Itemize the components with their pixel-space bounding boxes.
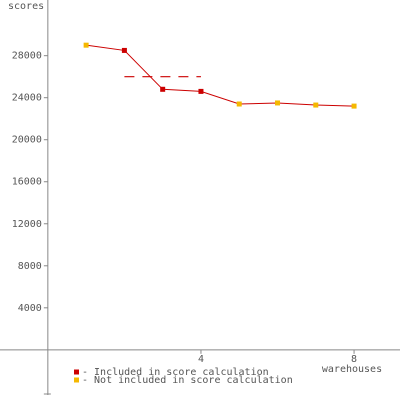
y-axis-label: scores [8, 1, 44, 12]
series-line [86, 44, 355, 107]
data-point [83, 42, 89, 48]
y-tick-label: 8000 [18, 261, 42, 272]
data-point [351, 103, 357, 109]
legend-label: - Not included in score calculation [82, 375, 293, 386]
data-point [275, 100, 281, 106]
data-point [313, 102, 319, 108]
x-tick-label: 4 [198, 354, 204, 365]
legend-swatch [74, 377, 79, 383]
data-point [121, 47, 127, 53]
data-point [236, 101, 242, 107]
data-point [160, 86, 166, 92]
y-tick-label: 28000 [12, 51, 42, 62]
x-tick-label: 8 [351, 354, 357, 365]
y-tick-label: 24000 [12, 93, 42, 104]
y-tick-label: 4000 [18, 303, 42, 314]
y-tick-label: 12000 [12, 219, 42, 230]
legend-swatch [74, 369, 79, 375]
y-tick-label: 16000 [12, 177, 42, 188]
data-point [198, 88, 204, 94]
y-tick-label: 20000 [12, 135, 42, 146]
legend-label: - Included in score calculation [82, 367, 269, 378]
x-axis-label: warehouses [322, 364, 382, 375]
